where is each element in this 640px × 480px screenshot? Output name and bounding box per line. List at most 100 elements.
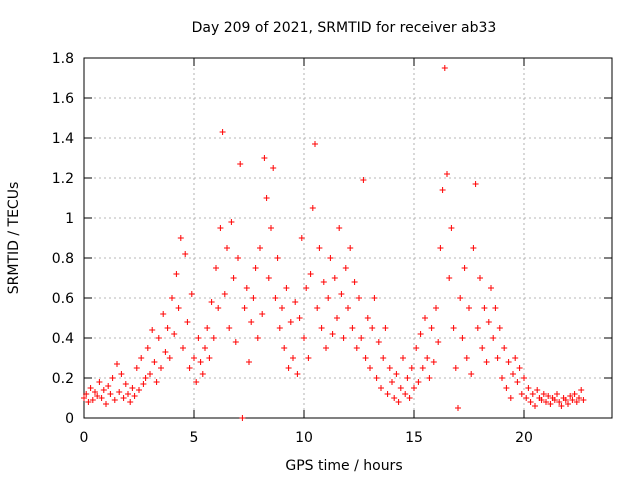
- y-tick-label: 1.8: [52, 51, 74, 67]
- data-point: [226, 325, 233, 331]
- data-point: [294, 371, 301, 377]
- data-point: [221, 291, 228, 297]
- data-point: [103, 401, 109, 407]
- data-point: [358, 335, 365, 341]
- data-point: [373, 375, 380, 381]
- data-point: [446, 275, 453, 281]
- data-point: [155, 335, 162, 341]
- data-point: [85, 399, 92, 405]
- data-point: [435, 339, 442, 345]
- data-point: [320, 279, 327, 285]
- data-point: [107, 391, 114, 397]
- data-point: [417, 331, 424, 337]
- data-point: [285, 365, 292, 371]
- data-point: [147, 371, 153, 377]
- data-point: [525, 385, 532, 391]
- y-tick-label: 1.2: [52, 171, 74, 187]
- data-point: [243, 285, 250, 291]
- data-point: [116, 389, 123, 395]
- data-point: [433, 305, 439, 311]
- data-point: [292, 299, 299, 305]
- data-point: [415, 379, 422, 385]
- data-point: [551, 397, 558, 403]
- data-point: [303, 285, 310, 291]
- data-point: [323, 345, 329, 351]
- x-tick-label: 5: [190, 430, 199, 446]
- y-tick-label: 0.8: [52, 251, 74, 267]
- data-point: [369, 325, 376, 331]
- data-point: [470, 245, 477, 251]
- data-point: [114, 361, 120, 367]
- data-point: [382, 325, 389, 331]
- data-point: [569, 397, 576, 403]
- data-point: [490, 335, 497, 341]
- data-point: [160, 311, 167, 317]
- data-point: [180, 345, 186, 351]
- data-point: [276, 325, 283, 331]
- data-point: [547, 401, 554, 407]
- data-point: [578, 387, 585, 393]
- data-point: [543, 399, 549, 405]
- data-point: [250, 295, 257, 301]
- data-point: [351, 279, 358, 285]
- data-point: [538, 397, 545, 403]
- data-point: [334, 315, 340, 321]
- data-point: [367, 365, 373, 371]
- data-point: [206, 355, 213, 361]
- data-point: [408, 365, 415, 371]
- data-point: [430, 359, 437, 365]
- data-point: [483, 359, 490, 365]
- data-point: [142, 375, 149, 381]
- data-point: [197, 359, 204, 365]
- data-point: [307, 271, 314, 277]
- data-point: [426, 375, 433, 381]
- data-point: [215, 305, 222, 311]
- data-point: [501, 345, 508, 351]
- data-point: [514, 379, 521, 385]
- data-point: [213, 265, 219, 271]
- data-point: [257, 245, 263, 251]
- y-tick-label: 0.2: [52, 371, 74, 387]
- data-point: [523, 395, 530, 401]
- data-point: [228, 219, 235, 225]
- data-point: [448, 225, 455, 231]
- data-point: [386, 365, 393, 371]
- data-point: [268, 225, 274, 231]
- data-point: [393, 371, 400, 377]
- y-tick-label: 1.6: [52, 91, 74, 107]
- data-point: [510, 371, 516, 377]
- data-point: [144, 345, 151, 351]
- data-point: [411, 385, 417, 391]
- x-axis-label: GPS time / hours: [285, 458, 402, 474]
- data-point: [518, 391, 525, 397]
- data-point: [138, 355, 145, 361]
- data-point: [96, 379, 103, 385]
- data-point: [505, 359, 512, 365]
- data-point: [318, 325, 325, 331]
- data-point: [424, 355, 431, 361]
- data-point: [496, 325, 503, 331]
- data-point: [230, 275, 237, 281]
- data-point: [254, 335, 261, 341]
- data-point: [404, 375, 411, 381]
- data-point: [492, 305, 499, 311]
- x-tick-label: 20: [515, 430, 533, 446]
- data-point: [164, 325, 171, 331]
- data-point: [468, 371, 475, 377]
- data-point: [171, 331, 178, 337]
- data-point: [166, 355, 173, 361]
- data-point: [158, 365, 164, 371]
- data-point: [466, 305, 472, 311]
- data-point: [136, 387, 142, 393]
- data-point: [195, 335, 202, 341]
- data-point: [477, 275, 483, 281]
- data-point: [402, 391, 409, 397]
- data-point: [94, 393, 101, 399]
- y-axis-label: SRMTID / TECUs: [6, 182, 22, 295]
- data-point: [122, 381, 129, 387]
- data-point: [177, 235, 184, 241]
- data-point: [521, 375, 527, 381]
- data-point: [422, 315, 428, 321]
- data-point: [571, 391, 578, 397]
- data-point: [283, 285, 290, 291]
